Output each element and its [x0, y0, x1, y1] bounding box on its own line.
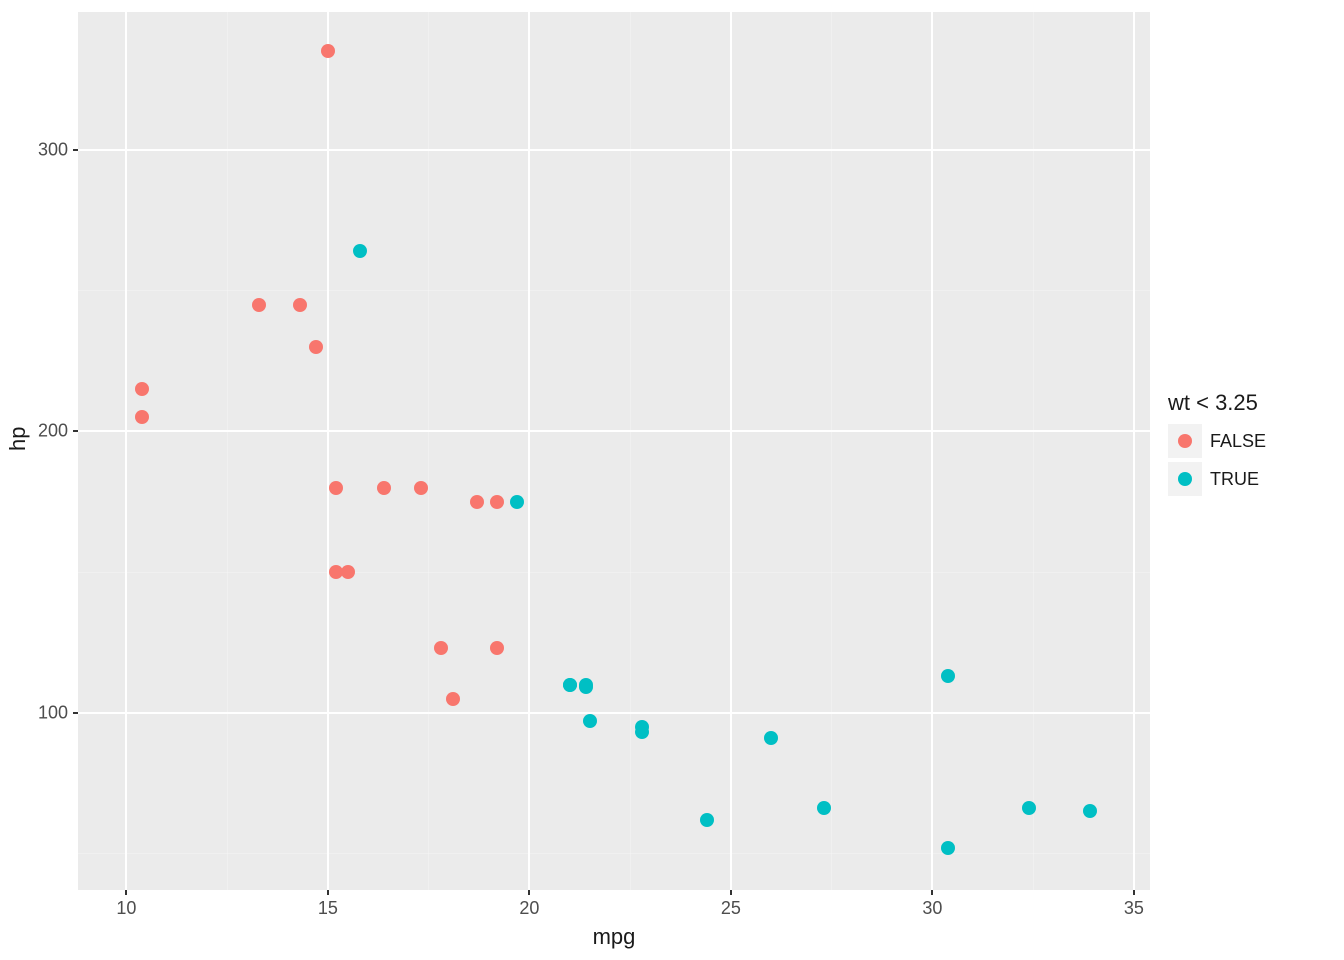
legend-label: TRUE — [1210, 469, 1259, 490]
x-axis-tick-label: 35 — [1124, 898, 1144, 919]
data-point — [941, 669, 955, 683]
legend-point-icon — [1178, 472, 1192, 486]
data-point — [764, 731, 778, 745]
gridline-major-x — [1133, 12, 1135, 890]
y-axis-tick — [73, 149, 78, 151]
y-axis-tick-label: 100 — [38, 702, 68, 723]
x-axis-tick — [1133, 890, 1135, 895]
gridline-major-y — [78, 712, 1150, 714]
y-axis-tick-label: 200 — [38, 421, 68, 442]
data-point — [293, 298, 307, 312]
x-axis-title: mpg — [593, 924, 636, 950]
x-axis-tick — [327, 890, 329, 895]
legend-key — [1168, 462, 1202, 496]
x-axis-tick-label: 15 — [318, 898, 338, 919]
legend-item: TRUE — [1168, 462, 1266, 496]
data-point — [377, 481, 391, 495]
data-point — [135, 410, 149, 424]
gridline-minor-y — [78, 853, 1150, 854]
gridline-minor-x — [1033, 12, 1034, 890]
gridline-major-y — [78, 149, 1150, 151]
data-point — [635, 720, 649, 734]
x-axis-tick-label: 10 — [116, 898, 136, 919]
data-point — [490, 495, 504, 509]
data-point — [135, 382, 149, 396]
legend-label: FALSE — [1210, 431, 1266, 452]
x-axis-tick — [528, 890, 530, 895]
gridline-major-x — [931, 12, 933, 890]
x-axis-tick — [125, 890, 127, 895]
y-axis-title: hp — [5, 427, 31, 451]
data-point — [446, 692, 460, 706]
data-point — [817, 801, 831, 815]
data-point — [490, 641, 504, 655]
gridline-minor-x — [227, 12, 228, 890]
x-axis-tick — [931, 890, 933, 895]
gridline-major-x — [125, 12, 127, 890]
plot-panel — [78, 12, 1150, 890]
x-axis-tick-label: 30 — [922, 898, 942, 919]
gridline-minor-x — [630, 12, 631, 890]
data-point — [321, 44, 335, 58]
panel-background — [78, 12, 1150, 890]
data-point — [252, 298, 266, 312]
y-axis-tick — [73, 712, 78, 714]
data-point — [470, 495, 484, 509]
legend-key — [1168, 424, 1202, 458]
gridline-minor-x — [831, 12, 832, 890]
data-point — [1083, 804, 1097, 818]
data-point — [341, 565, 355, 579]
gridline-major-y — [78, 430, 1150, 432]
gridline-minor-y — [78, 290, 1150, 291]
x-axis-tick-label: 25 — [721, 898, 741, 919]
data-point — [353, 244, 367, 258]
data-point — [579, 680, 593, 694]
data-point — [329, 481, 343, 495]
data-point — [309, 340, 323, 354]
gridline-minor-y — [78, 572, 1150, 573]
gridline-major-x — [528, 12, 530, 890]
legend-title: wt < 3.25 — [1168, 390, 1266, 416]
data-point — [329, 565, 343, 579]
data-point — [583, 714, 597, 728]
data-point — [563, 678, 577, 692]
legend-point-icon — [1178, 434, 1192, 448]
data-point — [1022, 801, 1036, 815]
gridline-major-x — [730, 12, 732, 890]
data-point — [414, 481, 428, 495]
legend-item: FALSE — [1168, 424, 1266, 458]
x-axis-tick-label: 20 — [519, 898, 539, 919]
data-point — [434, 641, 448, 655]
data-point — [510, 495, 524, 509]
data-point — [700, 813, 714, 827]
legend: wt < 3.25 FALSE TRUE — [1168, 390, 1266, 500]
x-axis-tick — [730, 890, 732, 895]
gridline-minor-x — [428, 12, 429, 890]
y-axis-tick-label: 300 — [38, 139, 68, 160]
gridline-major-x — [327, 12, 329, 890]
y-axis-tick — [73, 430, 78, 432]
data-point — [941, 841, 955, 855]
